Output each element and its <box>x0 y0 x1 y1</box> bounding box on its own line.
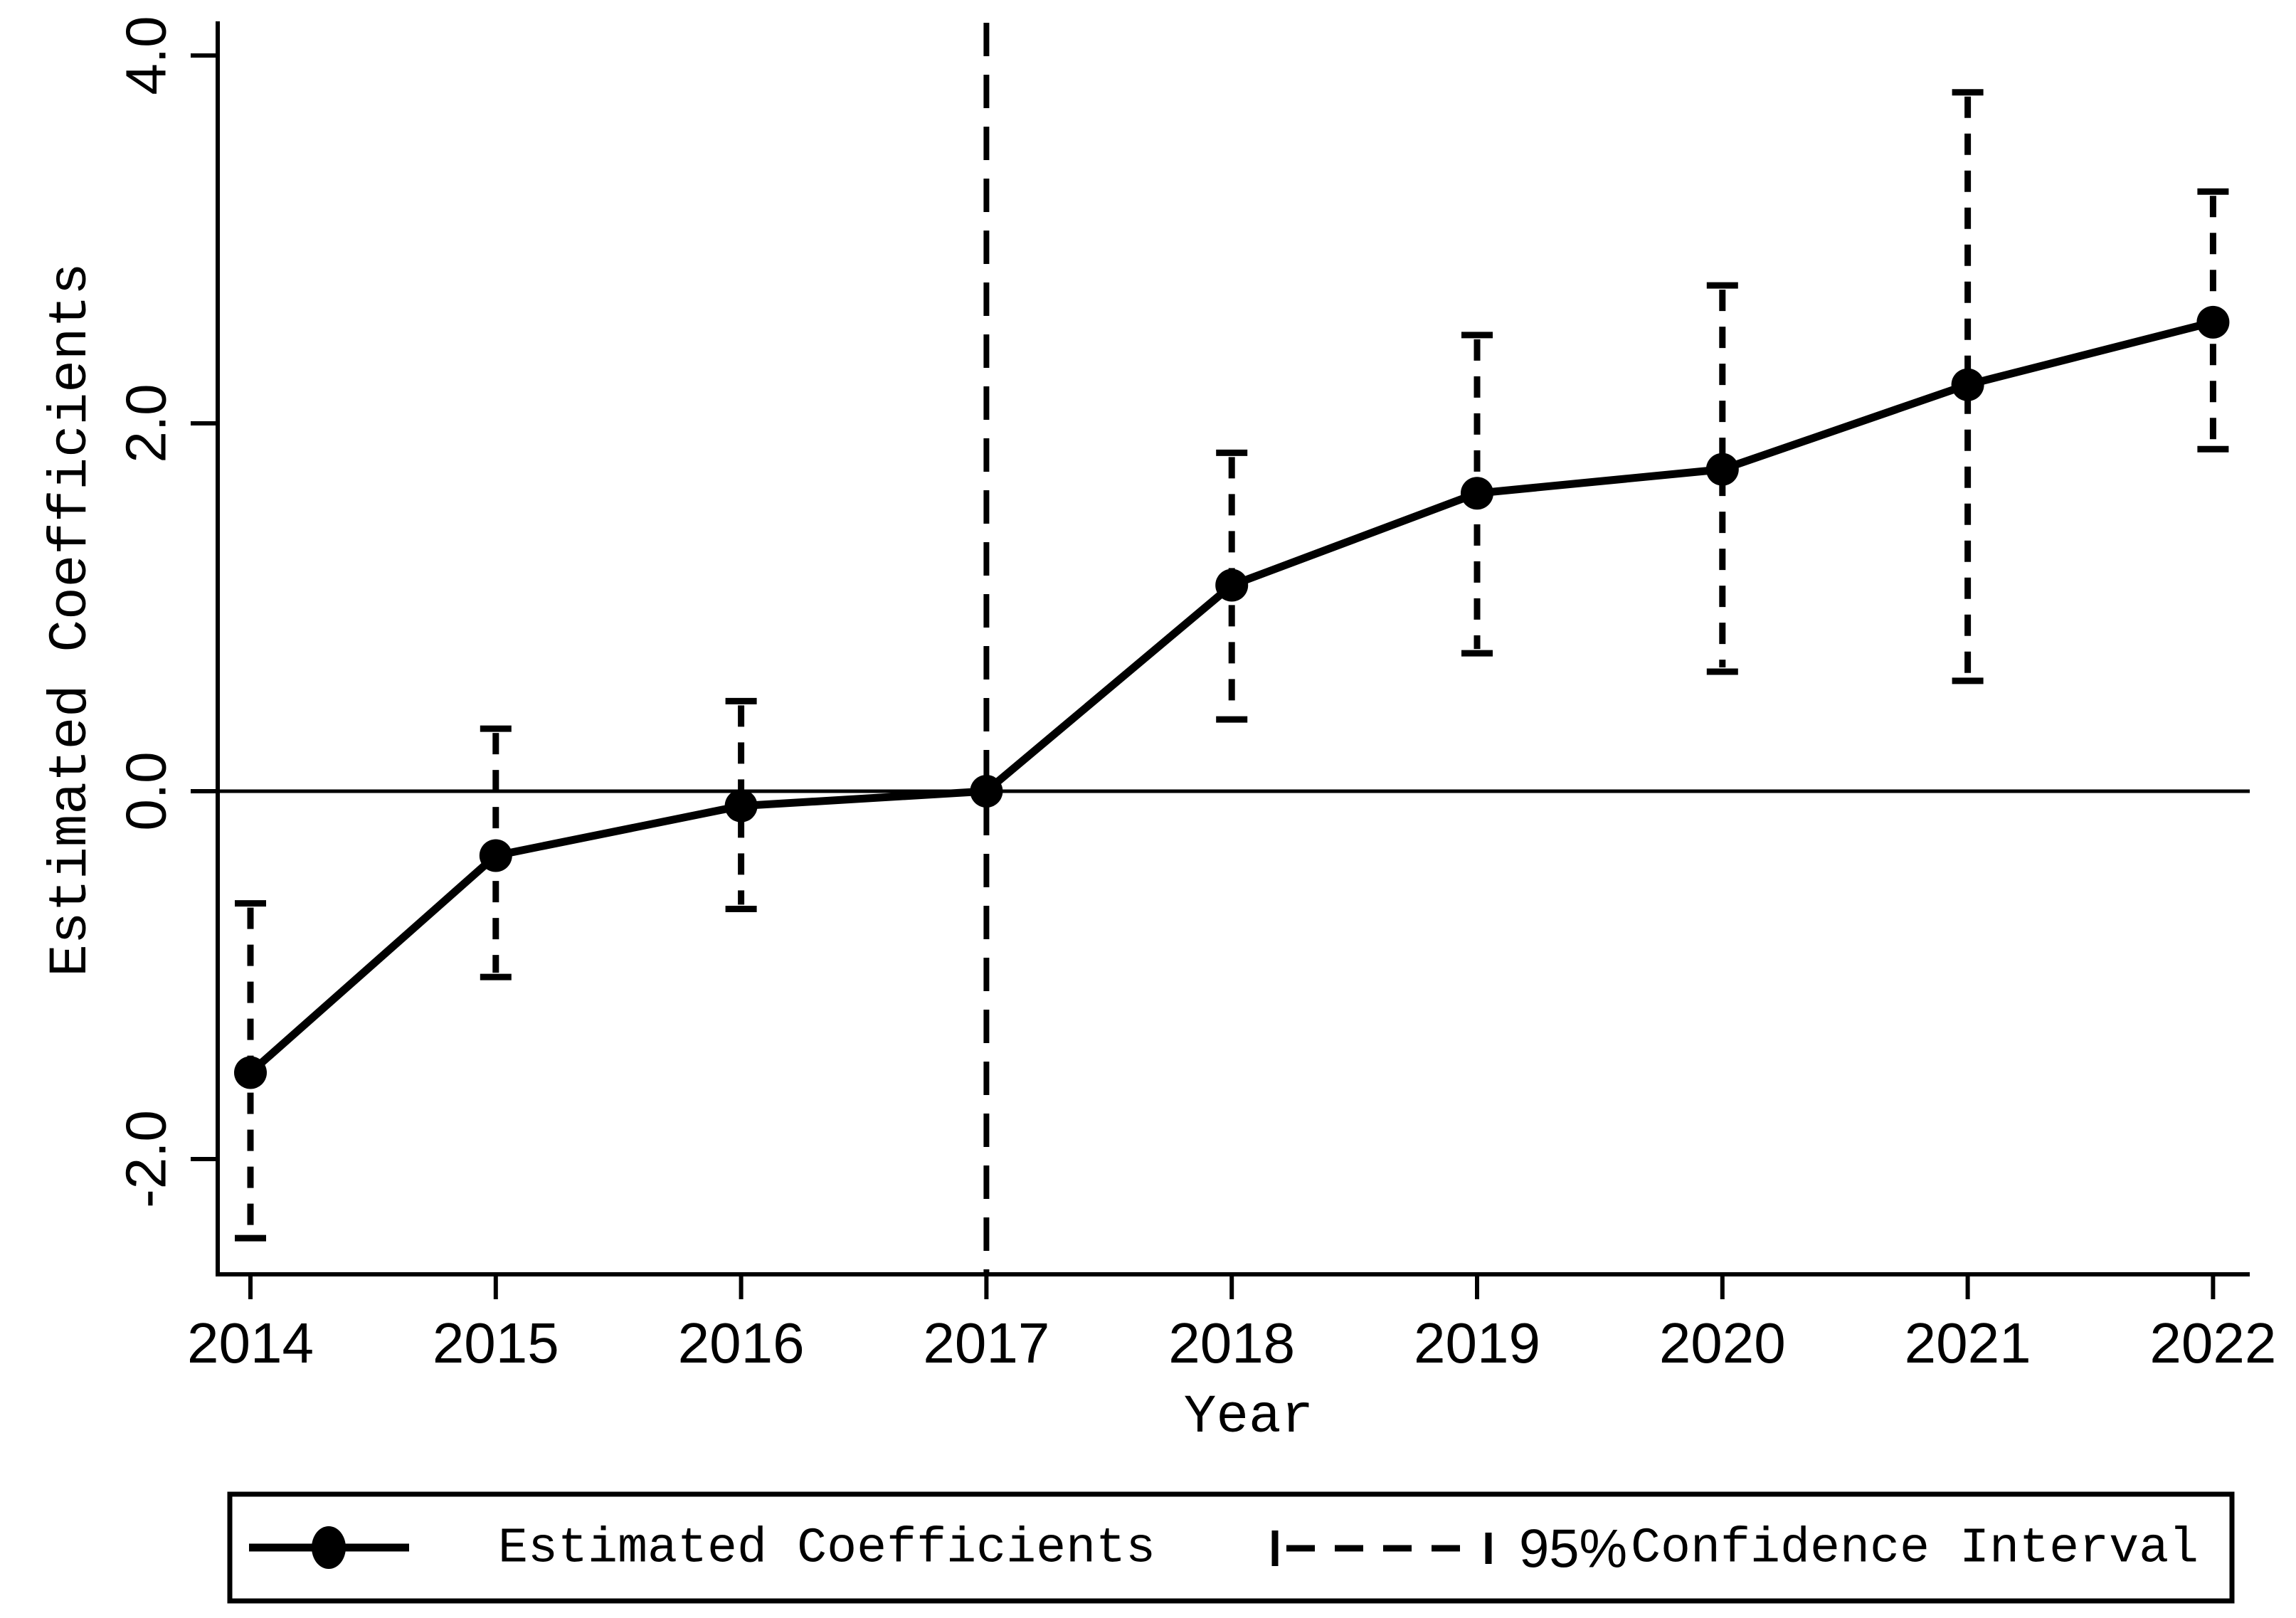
x-tick-label: 2014 <box>187 1311 314 1375</box>
legend-box <box>227 1491 2235 1604</box>
data-point <box>2196 305 2230 339</box>
x-tick-label: 2022 <box>2149 1311 2276 1375</box>
data-point <box>234 1056 267 1089</box>
x-tick-label: 2016 <box>678 1311 805 1375</box>
data-point <box>1951 368 1984 401</box>
x-axis-ticks: 2014 2015 2016 2017 2018 2019 2020 2021 2022 <box>187 1274 2276 1375</box>
y-axis-ticks: 4.0 2.0 0.0 -2.0 <box>115 16 218 1208</box>
data-point <box>479 839 512 872</box>
x-tick-label: 2018 <box>1168 1311 1295 1375</box>
legend-series-marker-icon <box>312 1526 346 1569</box>
data-point <box>1215 569 1249 602</box>
x-tick-label: 2015 <box>433 1311 559 1375</box>
y-tick-label: -2.0 <box>115 1110 178 1208</box>
error-bar <box>1952 89 1984 684</box>
legend-ci-label: Confidence Interval <box>1631 1521 2199 1577</box>
y-tick-label: 0.0 <box>115 751 178 830</box>
y-tick-label: 2.0 <box>115 384 178 462</box>
legend: Estimated Coefficients 95% Confidence In… <box>227 1491 2235 1604</box>
data-point <box>724 789 758 823</box>
x-tick-label: 2020 <box>1659 1311 1786 1375</box>
x-tick-label: 2019 <box>1414 1311 1540 1375</box>
legend-series-label: Estimated Coefficients <box>498 1521 1155 1577</box>
error-bar <box>725 697 757 912</box>
y-axis-title: Estimated Coefficients <box>41 263 102 976</box>
data-point <box>1705 453 1739 486</box>
series-markers <box>234 305 2230 1089</box>
data-point <box>1461 477 1493 510</box>
legend-ci-level: 95% <box>1519 1519 1627 1580</box>
data-point <box>970 775 1003 808</box>
x-axis-title: Year <box>1184 1387 1313 1448</box>
x-tick-label: 2017 <box>923 1311 1049 1375</box>
y-tick-label: 4.0 <box>115 16 178 95</box>
confidence-intervals <box>235 89 2229 1242</box>
x-tick-label: 2021 <box>1905 1311 2031 1375</box>
